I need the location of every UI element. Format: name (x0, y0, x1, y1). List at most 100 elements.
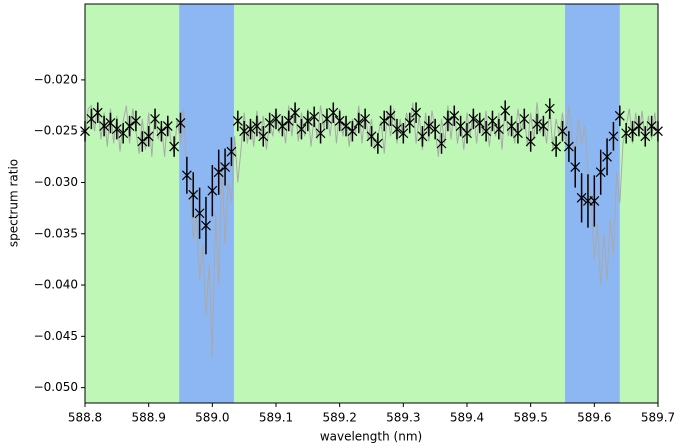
x-marker (92, 107, 103, 118)
x-marker (481, 126, 492, 137)
x-tick-label: 589.7 (641, 411, 675, 425)
x-tick-label: 589.5 (513, 411, 547, 425)
x-marker (532, 119, 542, 129)
x-tick-label: 589.0 (195, 411, 229, 425)
x-marker (131, 116, 141, 126)
x-marker (207, 185, 218, 196)
x-marker (162, 121, 173, 131)
x-marker (309, 111, 320, 122)
x-marker (462, 128, 472, 139)
x-marker (347, 126, 358, 137)
x-tick-label: 589.1 (259, 411, 293, 425)
x-marker (143, 131, 154, 142)
x-marker (411, 107, 421, 118)
x-marker (258, 131, 269, 142)
x-marker (570, 162, 581, 173)
x-marker (544, 103, 555, 114)
x-axis-label: wavelength (nm) (320, 430, 422, 444)
x-marker (525, 136, 536, 147)
x-marker (124, 121, 135, 131)
y-tick-label: −0.030 (34, 175, 78, 189)
x-marker (334, 116, 345, 126)
y-tick-label: −0.025 (34, 124, 78, 138)
x-tick-label: 588.9 (131, 411, 165, 425)
x-marker (360, 113, 371, 124)
x-marker (111, 124, 122, 135)
x-marker (436, 138, 447, 149)
x-marker (245, 124, 256, 135)
x-marker (181, 170, 192, 181)
x-marker (633, 121, 644, 131)
x-marker (442, 116, 453, 126)
x-marker (156, 126, 167, 137)
x-tick-label: 589.6 (577, 411, 611, 425)
y-tick-label: −0.050 (34, 380, 78, 394)
y-tick-label: −0.040 (34, 278, 78, 292)
y-tick-label: −0.020 (34, 72, 78, 86)
x-marker (487, 116, 498, 126)
x-marker (576, 192, 587, 203)
x-marker (627, 126, 638, 137)
x-marker (175, 118, 186, 128)
x-marker (194, 208, 205, 219)
x-marker (232, 116, 243, 126)
x-marker (188, 189, 199, 200)
x-marker (213, 167, 224, 178)
x-marker (296, 124, 307, 135)
x-marker (608, 131, 619, 142)
x-tick-label: 588.8 (68, 411, 102, 425)
x-marker (614, 110, 625, 121)
x-marker (563, 141, 574, 152)
x-marker (557, 126, 568, 137)
x-tick-label: 589.2 (322, 411, 356, 425)
x-marker (302, 116, 313, 126)
x-marker (430, 124, 441, 135)
x-marker (379, 116, 390, 126)
x-marker (290, 107, 301, 118)
x-marker (137, 136, 148, 147)
x-marker (621, 128, 632, 139)
x-marker (353, 118, 364, 128)
y-tick-label: −0.045 (34, 329, 78, 343)
x-marker (220, 162, 230, 173)
x-marker (251, 121, 262, 131)
x-marker (315, 128, 326, 139)
x-marker (538, 121, 549, 131)
x-tick-label: 589.3 (386, 411, 420, 425)
x-marker (551, 141, 562, 152)
x-marker (398, 128, 409, 139)
x-tick-label: 589.4 (450, 411, 484, 425)
x-marker (468, 113, 479, 124)
x-marker (417, 131, 428, 142)
plot-frame (84, 3, 659, 404)
y-tick-label: −0.035 (34, 226, 78, 240)
x-marker (372, 138, 383, 149)
spectrum-line (84, 102, 659, 357)
x-marker (277, 121, 288, 131)
x-marker (513, 128, 523, 139)
x-marker (474, 118, 485, 128)
x-marker (404, 118, 415, 128)
y-axis-label: spectrum ratio (7, 159, 21, 247)
x-marker (589, 196, 600, 206)
x-marker (341, 121, 351, 131)
x-marker (201, 220, 211, 231)
x-marker (493, 124, 504, 135)
x-marker (264, 118, 275, 128)
x-marker (449, 110, 460, 121)
x-marker (640, 131, 651, 142)
x-marker (226, 146, 237, 157)
x-marker (595, 167, 606, 178)
x-marker (150, 113, 160, 124)
x-marker (239, 126, 250, 137)
x-marker (646, 121, 657, 131)
x-marker (328, 107, 339, 118)
x-marker (385, 110, 396, 121)
x-marker (500, 105, 511, 116)
x-marker (169, 141, 180, 152)
x-marker (519, 113, 530, 124)
x-marker (283, 116, 294, 126)
x-marker (602, 151, 612, 162)
x-marker (392, 124, 402, 135)
